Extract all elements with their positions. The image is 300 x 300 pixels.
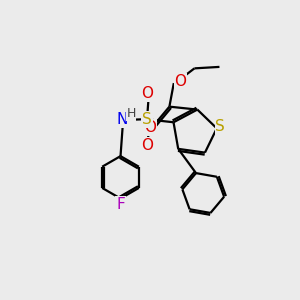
Text: F: F	[116, 197, 125, 212]
Text: H: H	[126, 107, 136, 120]
Text: O: O	[141, 86, 153, 101]
Text: S: S	[215, 119, 225, 134]
Text: N: N	[117, 112, 128, 128]
Text: S: S	[142, 112, 152, 127]
Text: O: O	[174, 74, 186, 89]
Text: O: O	[141, 138, 153, 153]
Text: O: O	[144, 120, 156, 135]
